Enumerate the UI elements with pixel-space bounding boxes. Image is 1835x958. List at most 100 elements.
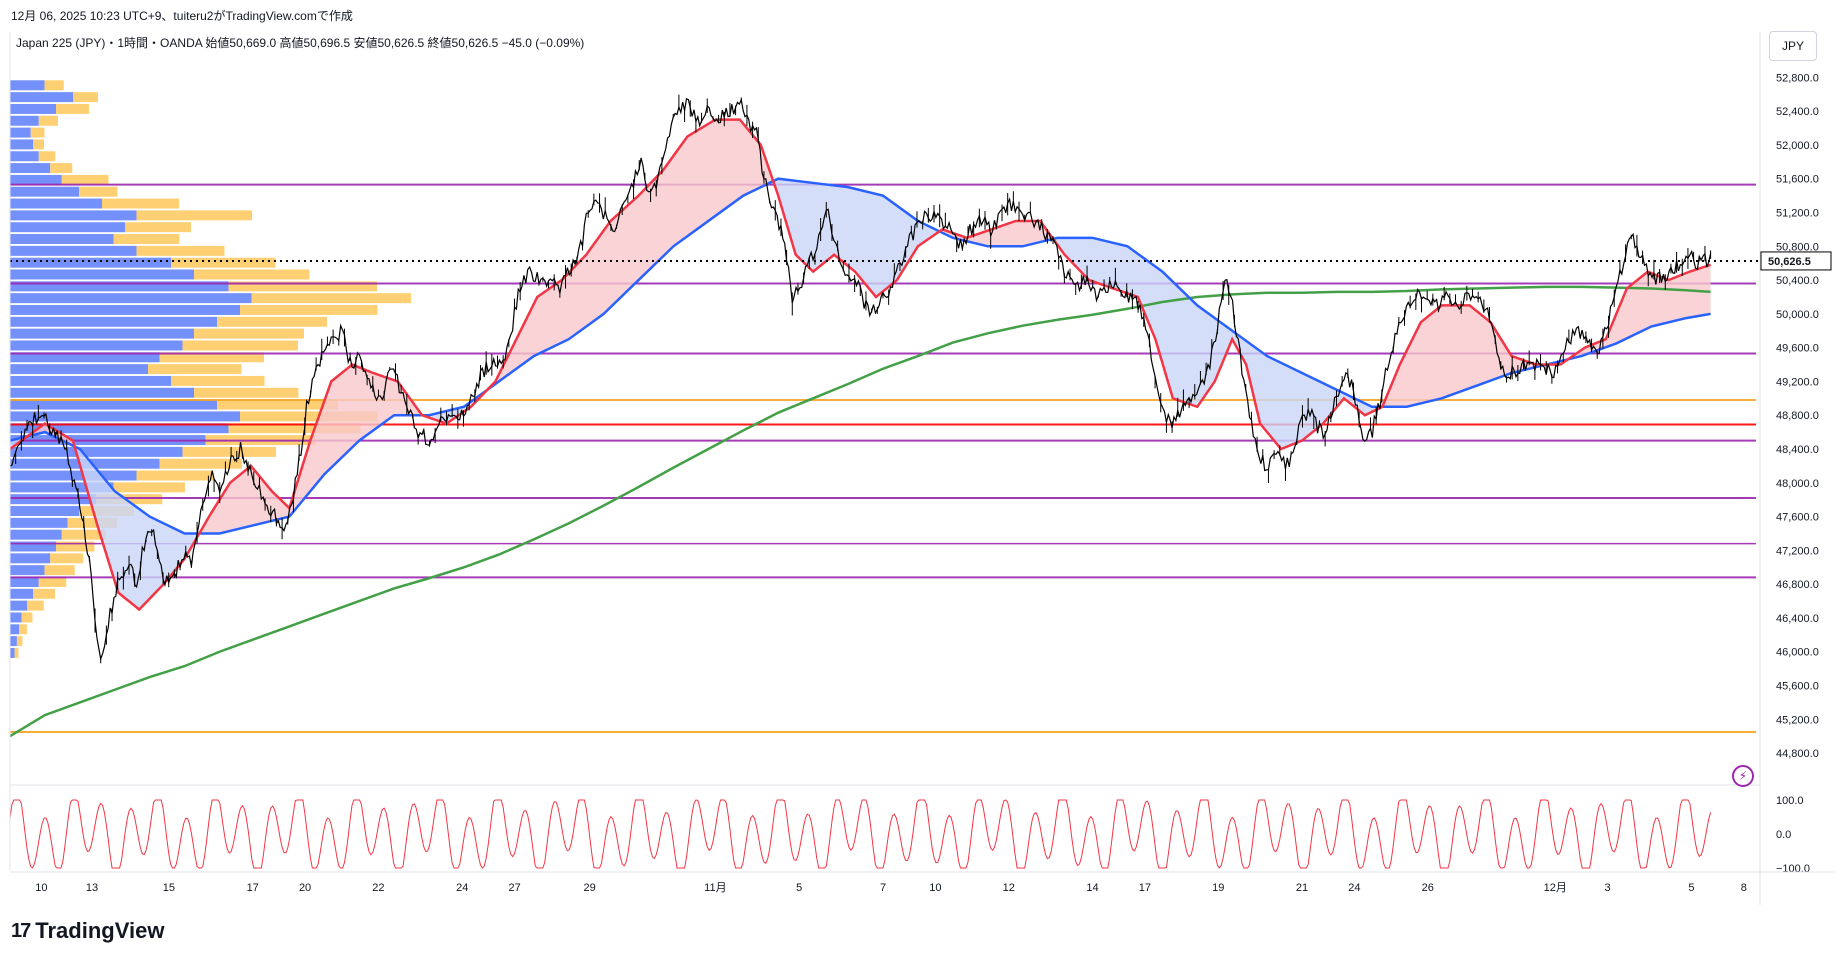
volume-profile-bar-buy (10, 245, 137, 256)
price-tick-label: 50,000.0 (1776, 309, 1819, 321)
volume-profile-bar-buy (10, 293, 252, 304)
time-tick-label: 26 (1422, 882, 1434, 894)
ema-cloud-fills (10, 119, 1711, 609)
bullish-cloud (1570, 264, 1711, 359)
price-tick-label: 49,600.0 (1776, 343, 1819, 355)
oscillator-tick-label: 100.0 (1776, 795, 1804, 807)
volume-profile-bar-sell (228, 423, 361, 434)
price-tick-label: 52,000.0 (1776, 140, 1819, 152)
volume-profile-bar-sell (67, 517, 117, 528)
volume-profile-bar-sell (61, 174, 109, 185)
time-tick-label: 12月 (1544, 882, 1567, 894)
bullish-cloud (490, 119, 776, 388)
volume-profile-bar-buy (10, 352, 160, 363)
volume-profile-bar-sell (217, 316, 327, 327)
bearish-cloud (775, 178, 942, 296)
volume-profile-bar-sell (182, 340, 298, 351)
brand-name: TradingView (35, 918, 165, 943)
volume-profile-bar-buy (10, 281, 229, 292)
volume-profile-bar-sell (125, 222, 191, 233)
volume-profile-bar-buy (10, 411, 240, 422)
price-tick-label: 47,200.0 (1776, 545, 1819, 557)
price-axis[interactable]: 44,800.0 45,200.0 45,600.0 46,000.0 46,400.0… (1776, 72, 1819, 760)
time-tick-label: 8 (1741, 882, 1747, 894)
price-tick-label: 46,400.0 (1776, 613, 1819, 625)
volume-profile-bar-sell (228, 281, 377, 292)
volume-profile-bar-buy (10, 328, 194, 339)
volume-profile-bar-buy (10, 115, 39, 126)
price-tick-label: 46,800.0 (1776, 579, 1819, 591)
volume-profile (10, 80, 411, 658)
volume-profile-bar-buy (10, 174, 62, 185)
volume-profile-bar-buy (10, 446, 183, 457)
tradingview-brand: 17 TradingView (11, 918, 164, 944)
bullish-cloud (201, 365, 423, 534)
volume-profile-bar-buy (10, 257, 171, 268)
oscillator-tick-label: 0.0 (1776, 829, 1791, 841)
volume-profile-bar-buy (10, 163, 51, 174)
currency-button[interactable]: JPY (1769, 31, 1817, 61)
volume-profile-bar-sell (194, 328, 304, 339)
oscillator-tick-label: −100.0 (1776, 863, 1810, 875)
volume-profile-bar-sell (113, 234, 180, 245)
time-tick-label: 11月 (704, 882, 726, 894)
lightning-icon[interactable]: ⚡ (1732, 765, 1754, 787)
volume-profile-bar-sell (240, 304, 378, 315)
time-tick-label: 19 (1212, 882, 1224, 894)
volume-profile-bar-buy (10, 482, 114, 493)
volume-profile-bar-sell (44, 565, 75, 576)
volume-profile-bar-sell (30, 127, 45, 138)
volume-profile-bar-sell (194, 387, 299, 398)
tradingview-logo-icon: 17 (11, 919, 31, 942)
volume-profile-bar-buy (10, 139, 33, 150)
time-axis[interactable]: 10 13 15 17 20 22 24 27 29 11月 5 7 10 12 14 17 19 21 24 26 1… (35, 882, 1747, 894)
volume-profile-bar-buy (10, 222, 125, 233)
volume-profile-bar-buy (10, 517, 68, 528)
time-tick-label: 27 (508, 882, 520, 894)
volume-profile-bar-buy (10, 423, 229, 434)
oscillator-line (9, 799, 1712, 869)
volume-profile-bar-sell (251, 293, 411, 304)
bearish-cloud (78, 448, 202, 609)
volume-profile-bar-buy (10, 375, 171, 386)
bullish-cloud (941, 220, 1056, 247)
price-tick-label: 46,000.0 (1776, 647, 1819, 659)
volume-profile-bar-buy (10, 647, 15, 658)
volume-profile-bar-sell (33, 139, 44, 150)
price-tick-label: 48,800.0 (1776, 410, 1819, 422)
volume-profile-bar-sell (44, 80, 64, 91)
volume-profile-bar-sell (171, 257, 276, 268)
volume-profile-bar-sell (240, 411, 378, 422)
volume-profile-bar-sell (96, 494, 163, 505)
volume-profile-bar-buy (10, 612, 22, 623)
time-tick-label: 15 (163, 882, 175, 894)
volume-profile-bar-sell (136, 210, 252, 221)
volume-profile-bar-sell (14, 647, 19, 658)
time-tick-label: 13 (86, 882, 98, 894)
volume-profile-bar-sell (50, 553, 84, 564)
time-tick-label: 21 (1296, 882, 1308, 894)
volume-profile-bar-buy (10, 600, 28, 611)
volume-profile-bar-sell (56, 541, 95, 552)
volume-profile-bar-sell (159, 352, 264, 363)
volume-profile-bar-sell (33, 588, 55, 599)
volume-profile-bar-sell (61, 529, 106, 540)
price-tick-label: 52,800.0 (1776, 72, 1819, 84)
volume-profile-bar-buy (10, 529, 62, 540)
ema-mid-line (9, 177, 1711, 535)
price-tick-label: 52,400.0 (1776, 106, 1819, 118)
volume-profile-bar-buy (10, 234, 114, 245)
volume-profile-bar-sell (27, 600, 44, 611)
symbol-legend[interactable]: Japan 225 (JPY)・1時間・OANDA 始値50,669.0 高値5… (16, 36, 585, 50)
volume-profile-bar-buy (10, 316, 217, 327)
time-tick-label: 7 (880, 882, 886, 894)
bullish-cloud (1383, 305, 1550, 407)
volume-profile-bar-sell (38, 151, 56, 162)
time-tick-label: 22 (372, 882, 384, 894)
volume-profile-bar-buy (10, 304, 240, 315)
price-tick-label: 45,200.0 (1776, 714, 1819, 726)
volume-profile-bar-buy (10, 588, 33, 599)
volume-profile-bar-sell (182, 446, 276, 457)
volume-profile-bar-buy (10, 636, 17, 647)
